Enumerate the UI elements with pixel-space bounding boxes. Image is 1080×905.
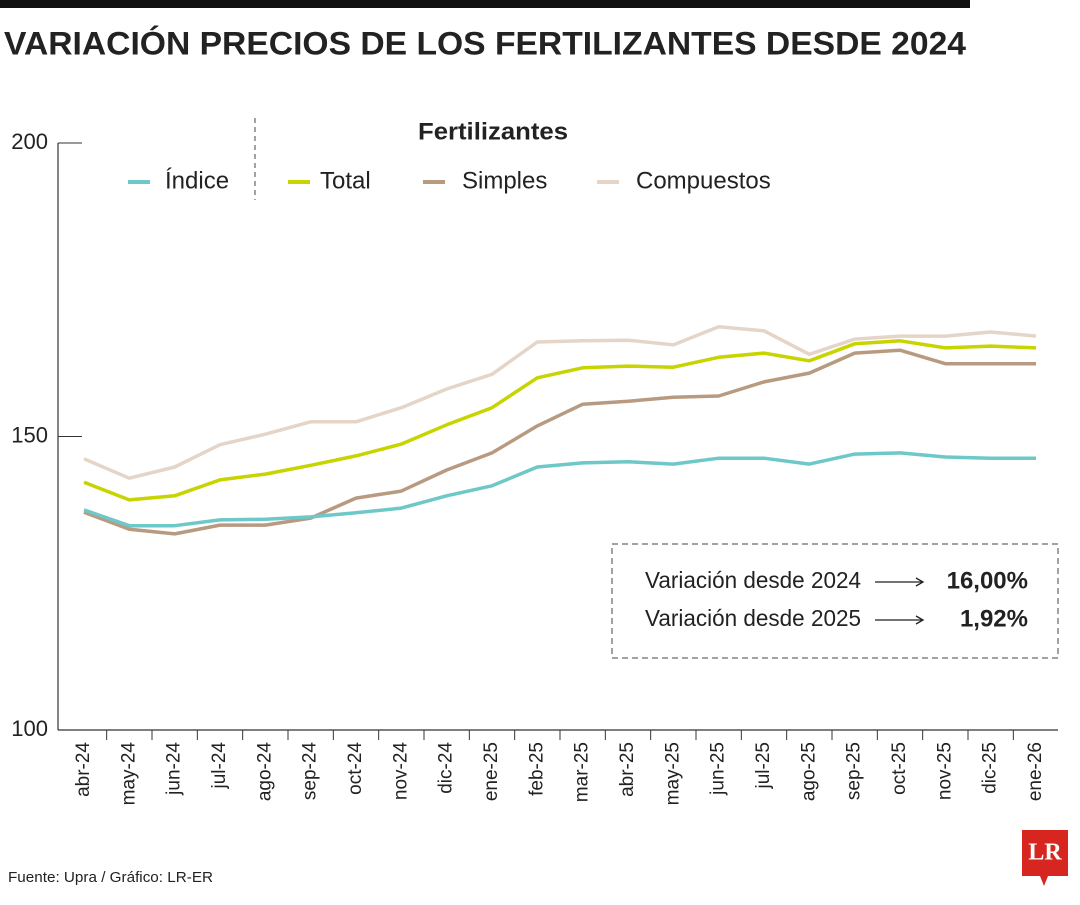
line-series: [83, 339, 1037, 502]
y-tick-label: 150: [11, 422, 48, 447]
x-tick-label: ene-25: [481, 742, 502, 801]
x-tick-label: dic-25: [980, 742, 1001, 794]
x-tick-label: jun-24: [164, 742, 185, 796]
line-series: [83, 324, 1037, 480]
x-tick-label: oct-25: [889, 742, 910, 795]
legend-label: Índice: [165, 167, 229, 194]
x-tick-label: may-25: [662, 742, 683, 805]
annotation-value: 16,00%: [947, 567, 1028, 594]
x-tick-label: jul-24: [209, 742, 230, 790]
x-tick-label: dic-24: [436, 742, 457, 794]
x-tick-label: may-24: [118, 742, 139, 806]
annotation-label: Variación desde 2025: [645, 605, 861, 631]
x-tick-label: ago-24: [254, 742, 275, 802]
logo-tail: [1040, 876, 1048, 886]
legend-label: Compuestos: [636, 167, 771, 194]
x-tick-label: nov-25: [934, 742, 955, 800]
chart-title: VARIACIÓN PRECIOS DE LOS FERTILIZANTES D…: [4, 25, 966, 61]
source: Fuente: Upra / Gráfico: LR-ER: [8, 869, 213, 886]
annotation-label: Variación desde 2024: [645, 567, 861, 593]
x-tick-label: sep-24: [300, 742, 321, 801]
legend-label: Total: [320, 167, 371, 194]
annotation-arrowhead: [915, 577, 925, 587]
y-tick-label: 100: [11, 716, 48, 741]
x-tick-label: oct-24: [345, 742, 366, 795]
x-tick-label: feb-25: [526, 742, 547, 796]
x-tick-label: ago-25: [798, 742, 819, 801]
x-tick-label: ene-26: [1025, 742, 1046, 801]
x-tick-label: jun-25: [708, 742, 729, 796]
annotation-arrowhead: [915, 615, 925, 625]
line-series: [83, 348, 1036, 536]
logo: LR: [1028, 840, 1062, 866]
annotation-value: 1,92%: [960, 605, 1028, 632]
top-bar: [0, 0, 970, 8]
x-tick-label: mar-25: [572, 742, 593, 802]
legend-title: Fertilizantes: [418, 118, 568, 145]
x-tick-label: sep-25: [844, 742, 865, 800]
x-tick-label: nov-24: [390, 742, 411, 801]
line-series: [83, 451, 1036, 528]
legend-label: Simples: [462, 167, 547, 194]
x-tick-label: abr-25: [617, 742, 638, 797]
annotation-box: [611, 543, 1059, 659]
y-tick-label: 200: [11, 129, 48, 154]
x-tick-label: abr-24: [73, 742, 94, 797]
logo-box: [1022, 830, 1068, 876]
x-tick-label: jul-25: [753, 742, 774, 789]
